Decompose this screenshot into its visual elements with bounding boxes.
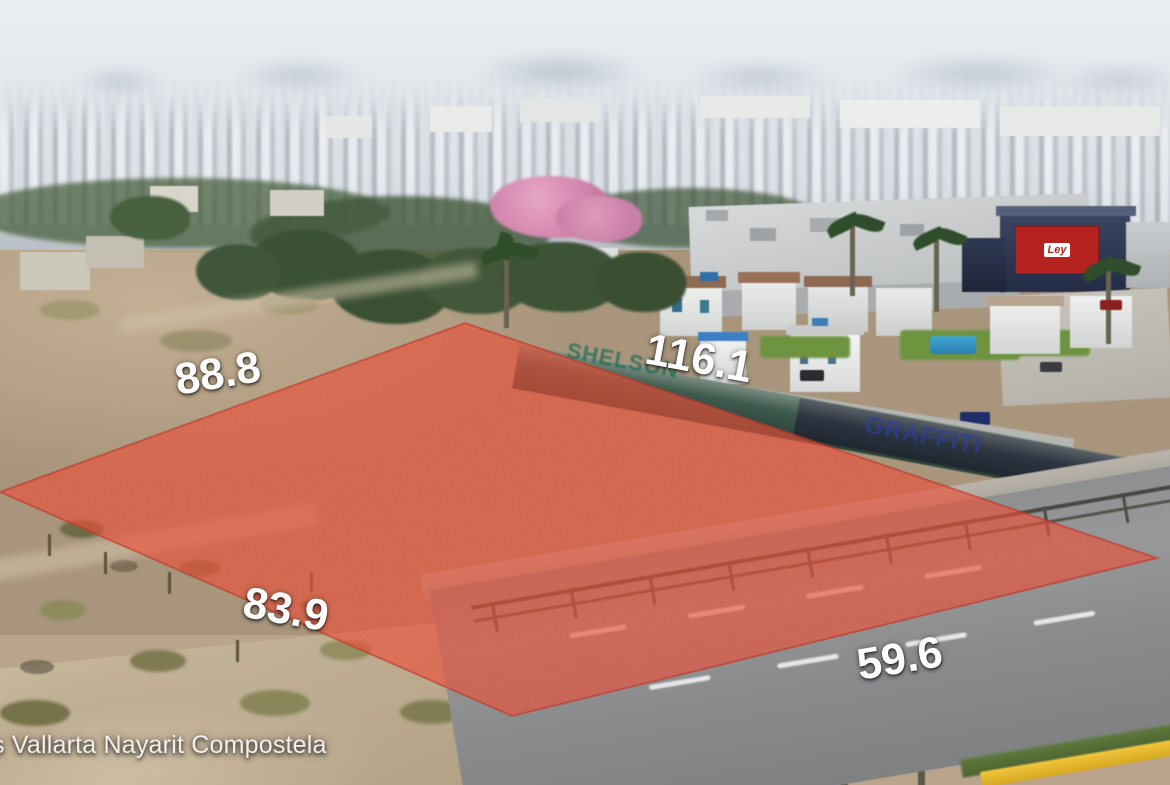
house [876, 288, 932, 336]
lane-marking [648, 674, 711, 691]
fence-post [48, 534, 51, 556]
building [1000, 106, 1160, 136]
building [520, 98, 600, 122]
ley-store-wing [962, 238, 1006, 292]
fence-post [168, 572, 171, 594]
scrub-bush [180, 560, 220, 576]
car [800, 370, 824, 381]
ley-store-parapet [996, 206, 1136, 216]
palm-trunk [504, 254, 509, 328]
tree [196, 244, 280, 300]
scrub-bush [130, 650, 186, 672]
building [20, 252, 90, 290]
rooftop-unit [750, 228, 776, 241]
house [990, 300, 1060, 354]
lawn [760, 336, 850, 358]
ley-store-annex [1126, 222, 1170, 288]
fence-post [236, 640, 239, 662]
swimming-pool [930, 336, 976, 354]
scrub-bush [240, 690, 310, 716]
palm-trunk [850, 226, 855, 296]
scrub-bush [320, 640, 372, 660]
lane-marking [1033, 610, 1096, 626]
car [1040, 362, 1062, 372]
house-roof [738, 272, 800, 283]
building [326, 116, 372, 138]
location-caption: s Vallarta Nayarit Compostela [0, 731, 327, 759]
house-roof [804, 276, 872, 287]
scrub-bush [60, 520, 104, 538]
house-roof-flat [786, 325, 864, 335]
flowering-pink-tree-2 [556, 196, 642, 242]
house-roof [986, 296, 1064, 306]
building [430, 106, 492, 132]
house [742, 278, 796, 330]
house-window [700, 300, 709, 313]
ley-store-sign: Ley [1015, 226, 1099, 274]
lane-marking [776, 653, 839, 669]
building [840, 100, 980, 128]
building [700, 96, 810, 118]
house-rooftop-tank [700, 272, 718, 281]
fence-post [104, 552, 107, 574]
tree [110, 196, 190, 240]
rooftop-unit [900, 224, 924, 236]
scrub-bush [0, 700, 70, 726]
distant-hills [0, 28, 1170, 108]
dirt-patch [110, 560, 138, 572]
dirt-patch [20, 660, 54, 674]
car [1100, 300, 1122, 310]
house-window [672, 298, 682, 312]
building [86, 236, 144, 268]
tree [596, 252, 686, 312]
scrub-bush [40, 300, 100, 320]
rooftop-unit [706, 210, 728, 221]
building [270, 190, 324, 216]
palm-trunk [934, 240, 939, 312]
house-rooftop-tank [812, 318, 828, 326]
scrub-bush [40, 600, 86, 620]
ley-sign-text: Ley [1043, 243, 1071, 257]
